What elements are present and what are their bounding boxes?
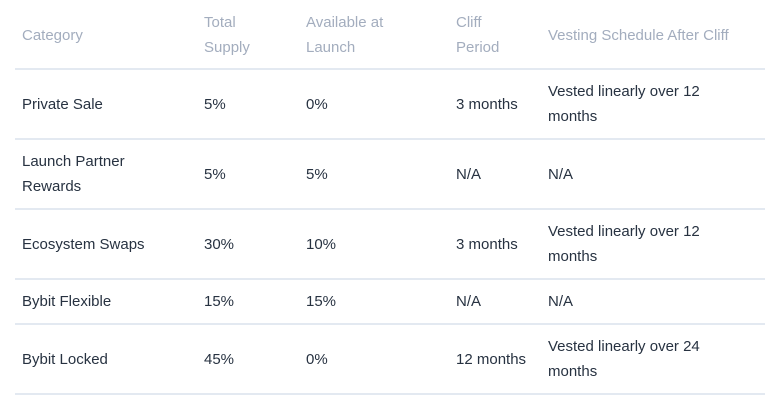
vesting-table-container: Category Total Supply Available at Launc… — [15, 0, 765, 395]
cell-cliff-period: N/A — [456, 139, 548, 210]
cell-cliff-period: 12 months — [456, 324, 548, 395]
cell-vesting-schedule: Vested linearly over 12 months — [548, 209, 765, 280]
cell-cliff-period: 3 months — [456, 209, 548, 280]
table-row: Private Sale 5% 0% 3 months Vested linea… — [15, 69, 765, 140]
column-header-available-at-launch: Available at Launch — [306, 0, 456, 70]
column-header-cliff-period: Cliff Period — [456, 0, 548, 70]
table-row: Launch Partner Rewards 5% 5% N/A N/A — [15, 139, 765, 210]
column-header-category: Category — [15, 0, 204, 70]
table-header-row: Category Total Supply Available at Launc… — [15, 0, 765, 70]
cell-total-supply: 15% — [204, 279, 306, 325]
cell-total-supply: 45% — [204, 324, 306, 395]
cell-cliff-period: N/A — [456, 279, 548, 325]
cell-vesting-schedule: Vested linearly over 12 months — [548, 69, 765, 140]
table-row: Bybit Locked 45% 0% 12 months Vested lin… — [15, 324, 765, 395]
cell-category: Bybit Locked — [15, 324, 204, 395]
cell-vesting-schedule: Vested linearly over 24 months — [548, 324, 765, 395]
cell-cliff-period: 3 months — [456, 69, 548, 140]
cell-total-supply: 30% — [204, 209, 306, 280]
column-header-vesting-schedule: Vesting Schedule After Cliff — [548, 0, 765, 70]
vesting-schedule-table: Category Total Supply Available at Launc… — [15, 0, 765, 395]
cell-available-at-launch: 0% — [306, 69, 456, 140]
column-header-total-supply: Total Supply — [204, 0, 306, 70]
cell-available-at-launch: 15% — [306, 279, 456, 325]
cell-category: Ecosystem Swaps — [15, 209, 204, 280]
cell-total-supply: 5% — [204, 69, 306, 140]
cell-total-supply: 5% — [204, 139, 306, 210]
cell-vesting-schedule: N/A — [548, 279, 765, 325]
cell-category: Bybit Flexible — [15, 279, 204, 325]
cell-available-at-launch: 5% — [306, 139, 456, 210]
table-row: Bybit Flexible 15% 15% N/A N/A — [15, 279, 765, 325]
cell-vesting-schedule: N/A — [548, 139, 765, 210]
cell-available-at-launch: 0% — [306, 324, 456, 395]
cell-category: Private Sale — [15, 69, 204, 140]
cell-available-at-launch: 10% — [306, 209, 456, 280]
table-row: Ecosystem Swaps 30% 10% 3 months Vested … — [15, 209, 765, 280]
cell-category: Launch Partner Rewards — [15, 139, 204, 210]
